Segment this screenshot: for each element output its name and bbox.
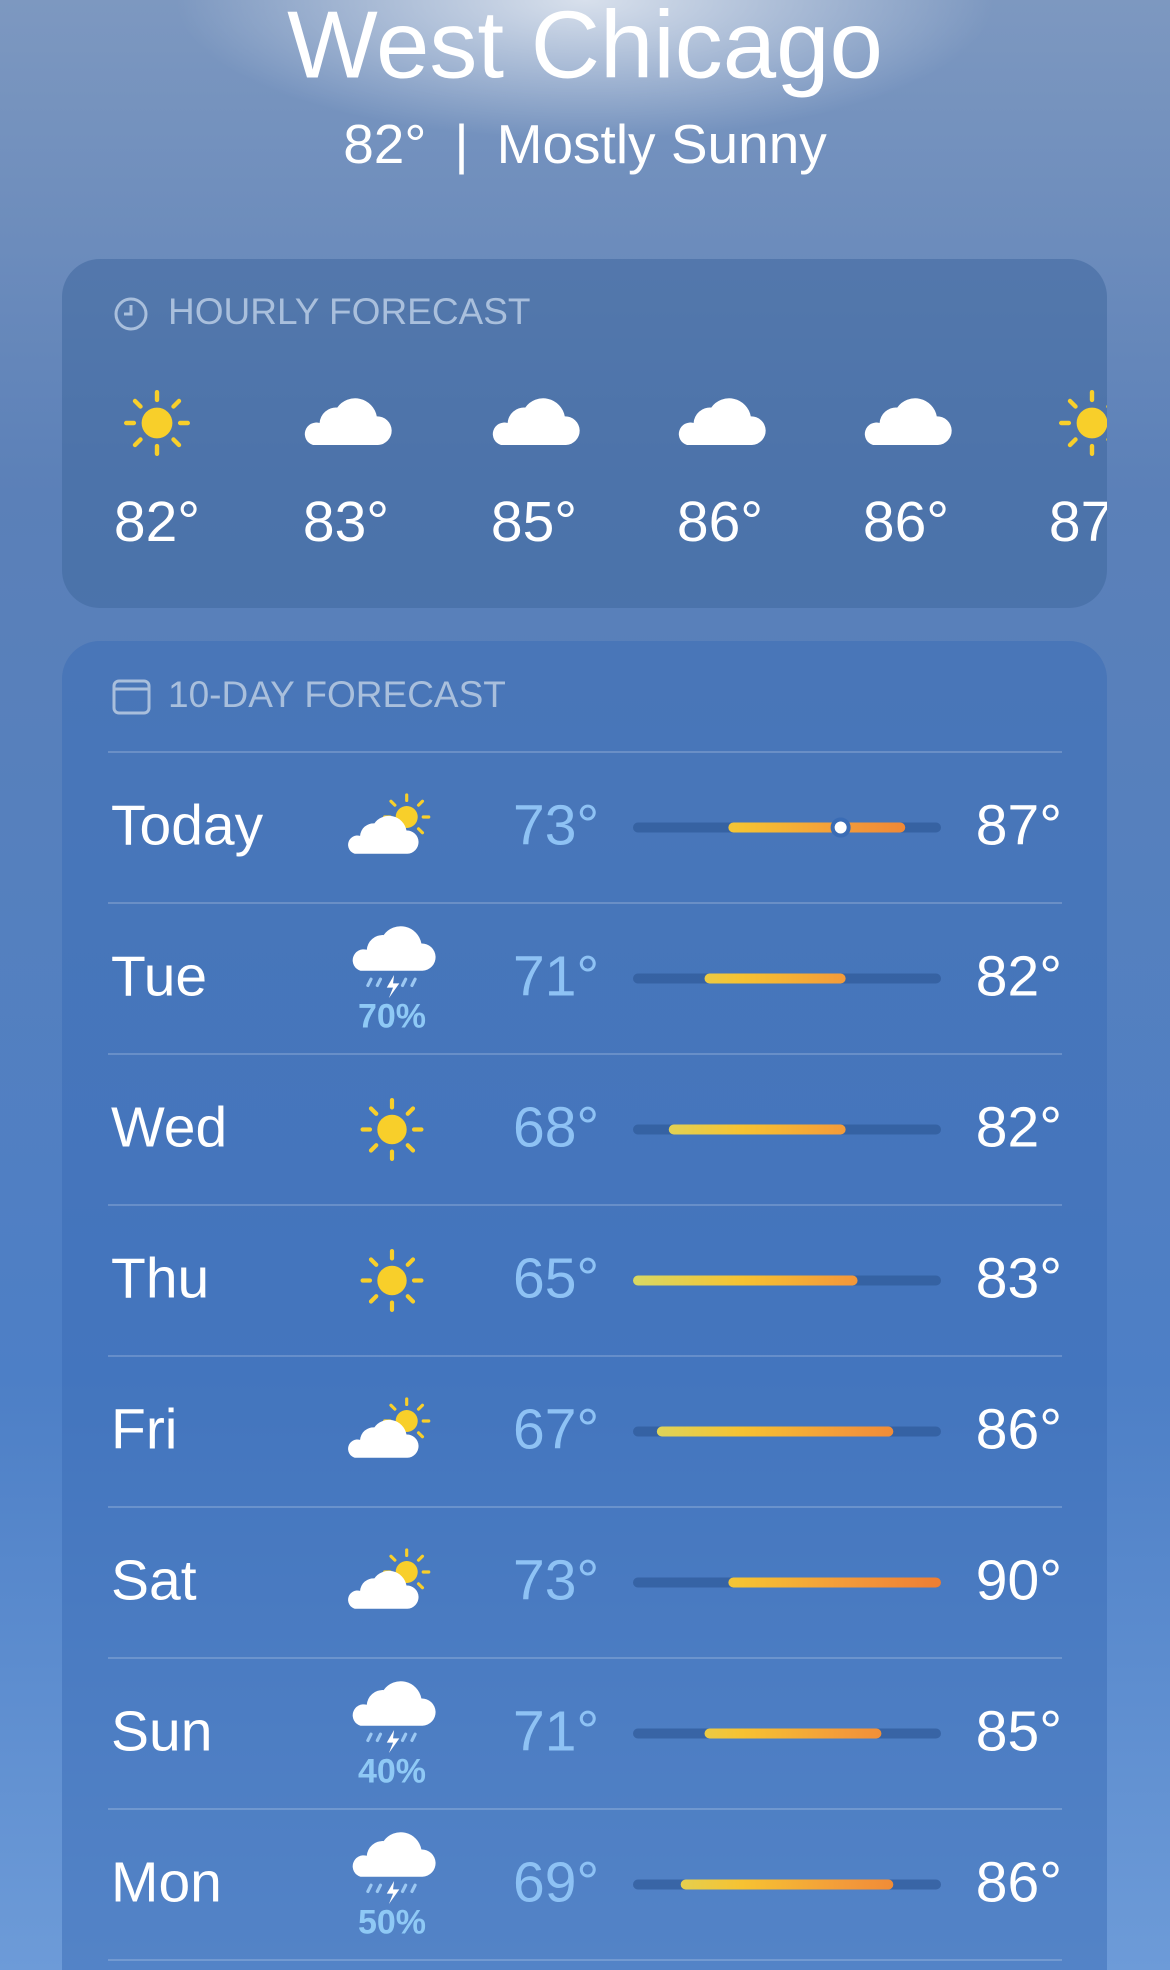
daily-title: 10-DAY FORECAST [168, 674, 506, 715]
precip-chance: 70% [358, 997, 426, 1035]
precip-chance: 40% [358, 1752, 426, 1790]
high-temp: 87° [976, 794, 1062, 858]
low-temp: 68° [513, 1096, 599, 1160]
hourly-card[interactable] [62, 259, 1107, 608]
high-temp: 86° [976, 1851, 1062, 1915]
hourly-temp: 86° [863, 490, 949, 554]
hourly-temp: 82° [114, 490, 200, 554]
day-name: Sun [111, 1700, 212, 1764]
precip-chance: 50% [358, 1903, 426, 1941]
separator: | [454, 113, 468, 175]
high-temp: 86° [976, 1398, 1062, 1462]
hourly-temp: 83° [303, 490, 389, 554]
hourly-temp: 86° [677, 490, 763, 554]
low-temp: 73° [513, 1549, 599, 1613]
weather-icon [363, 1100, 422, 1159]
low-temp: 73° [513, 794, 599, 858]
high-temp: 83° [976, 1247, 1062, 1311]
hourly-temp: 87° [1049, 490, 1135, 554]
high-temp: 90° [976, 1549, 1062, 1613]
clock-hands [124, 305, 133, 316]
weather-icon [363, 1251, 422, 1310]
low-temp: 69° [513, 1851, 599, 1915]
daily-rows: Today 73° 87° Tue 70% 71° 82° Wed 68° 82° Thu 65° 83… [108, 751, 1062, 1961]
day-name: Sat [111, 1549, 197, 1613]
current-temp-dot [830, 817, 851, 838]
daily-card [62, 641, 1107, 1970]
low-temp: 67° [513, 1398, 599, 1462]
low-temp: 71° [513, 1700, 599, 1764]
hourly-temp: 85° [491, 490, 577, 554]
weather-icon [126, 392, 188, 454]
calendar-icon [112, 679, 151, 715]
high-temp: 82° [976, 1096, 1062, 1160]
low-temp: 71° [513, 945, 599, 1009]
day-name: Fri [111, 1398, 177, 1462]
current-summary: 82° | Mostly Sunny [343, 113, 827, 175]
day-name: Today [111, 794, 264, 858]
high-temp: 82° [976, 945, 1062, 1009]
high-temp: 85° [976, 1700, 1062, 1764]
city: West Chicago [287, 0, 883, 98]
hourly-items: 82° 83° 85° 86° 86° 87° [114, 392, 1135, 554]
day-name: Mon [111, 1851, 222, 1915]
day-name: Wed [111, 1096, 227, 1160]
condition: Mostly Sunny [497, 113, 828, 175]
current-temp: 82° [343, 113, 426, 175]
day-name: Thu [111, 1247, 209, 1311]
clock-icon [114, 297, 148, 331]
hourly-title: HOURLY FORECAST [168, 291, 531, 332]
low-temp: 65° [513, 1247, 599, 1311]
day-name: Tue [111, 945, 207, 1009]
